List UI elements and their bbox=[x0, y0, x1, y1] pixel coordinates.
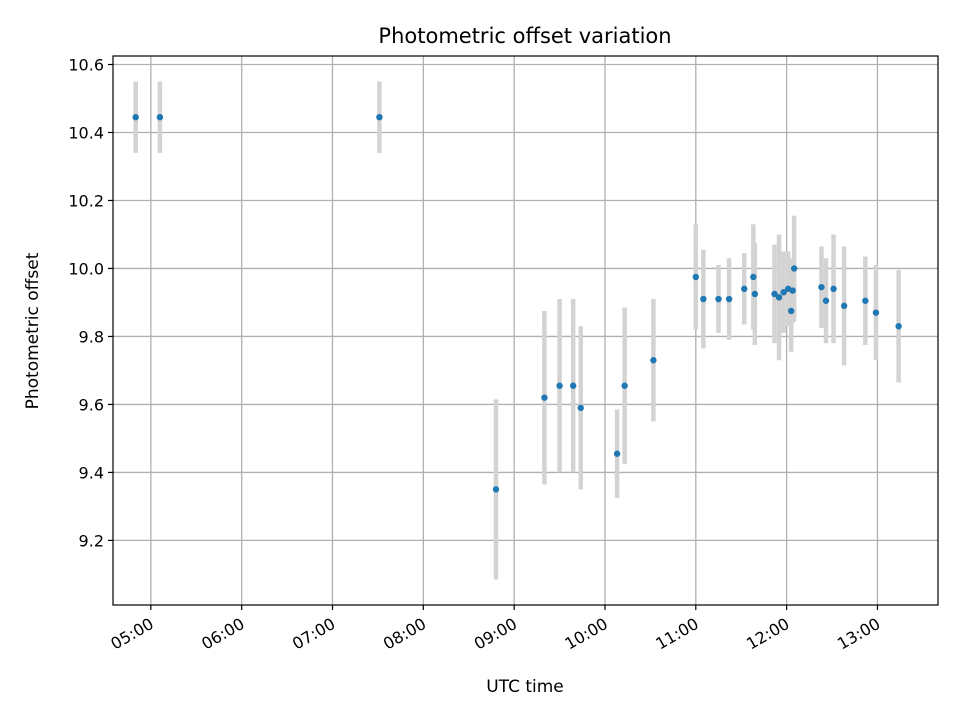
y-tick-label: 9.6 bbox=[79, 395, 104, 414]
y-tick-label: 10.0 bbox=[68, 259, 104, 278]
data-point bbox=[789, 287, 796, 294]
y-tick-label: 10.4 bbox=[68, 123, 104, 142]
data-point bbox=[895, 323, 902, 330]
data-point bbox=[621, 382, 628, 389]
data-point bbox=[775, 294, 783, 301]
data-point bbox=[692, 273, 699, 281]
data-point bbox=[577, 404, 584, 412]
data-point bbox=[650, 357, 657, 364]
data-point bbox=[840, 302, 848, 310]
grid bbox=[113, 56, 938, 605]
data-point bbox=[771, 290, 778, 298]
data-point bbox=[725, 295, 733, 303]
data-points bbox=[132, 113, 902, 493]
data-point bbox=[822, 297, 830, 304]
data-point bbox=[700, 295, 707, 303]
data-point bbox=[780, 289, 787, 296]
data-point bbox=[751, 290, 759, 298]
plot-frame bbox=[112, 55, 939, 606]
data-point bbox=[872, 309, 880, 316]
data-point bbox=[613, 450, 621, 457]
data-point bbox=[556, 382, 563, 389]
data-point bbox=[156, 113, 164, 121]
data-point bbox=[132, 113, 139, 121]
data-point bbox=[818, 283, 825, 291]
data-point bbox=[492, 486, 500, 493]
data-point bbox=[750, 273, 757, 281]
data-point bbox=[862, 297, 869, 304]
x-axis-label: UTC time bbox=[486, 677, 564, 697]
data-point bbox=[569, 382, 577, 389]
y-tick-label: 9.4 bbox=[79, 463, 104, 482]
y-tick-label: 9.2 bbox=[79, 531, 104, 550]
y-tick-label: 9.8 bbox=[79, 327, 104, 346]
data-point bbox=[715, 295, 722, 303]
data-point bbox=[741, 285, 748, 293]
data-point bbox=[541, 394, 548, 401]
chart-title: Photometric offset variation bbox=[378, 24, 671, 48]
data-point bbox=[787, 307, 795, 315]
y-axis-label: Photometric offset bbox=[23, 252, 43, 409]
ticks bbox=[108, 63, 879, 610]
y-tick-label: 10.6 bbox=[68, 55, 104, 74]
data-point bbox=[790, 265, 798, 272]
data-point bbox=[830, 285, 837, 293]
data-point bbox=[376, 113, 383, 121]
y-tick-label: 10.2 bbox=[68, 191, 104, 210]
